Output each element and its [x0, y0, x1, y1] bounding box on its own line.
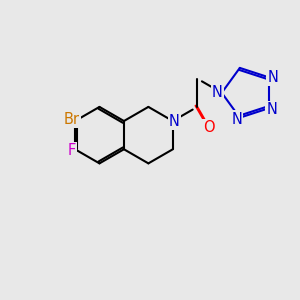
Text: F: F: [68, 143, 76, 158]
Text: N: N: [212, 85, 223, 100]
Text: N: N: [267, 102, 278, 117]
Text: O: O: [203, 120, 215, 135]
Text: Br: Br: [64, 112, 80, 127]
Text: N: N: [169, 113, 180, 128]
Text: N: N: [267, 70, 278, 85]
Text: N: N: [231, 112, 242, 127]
